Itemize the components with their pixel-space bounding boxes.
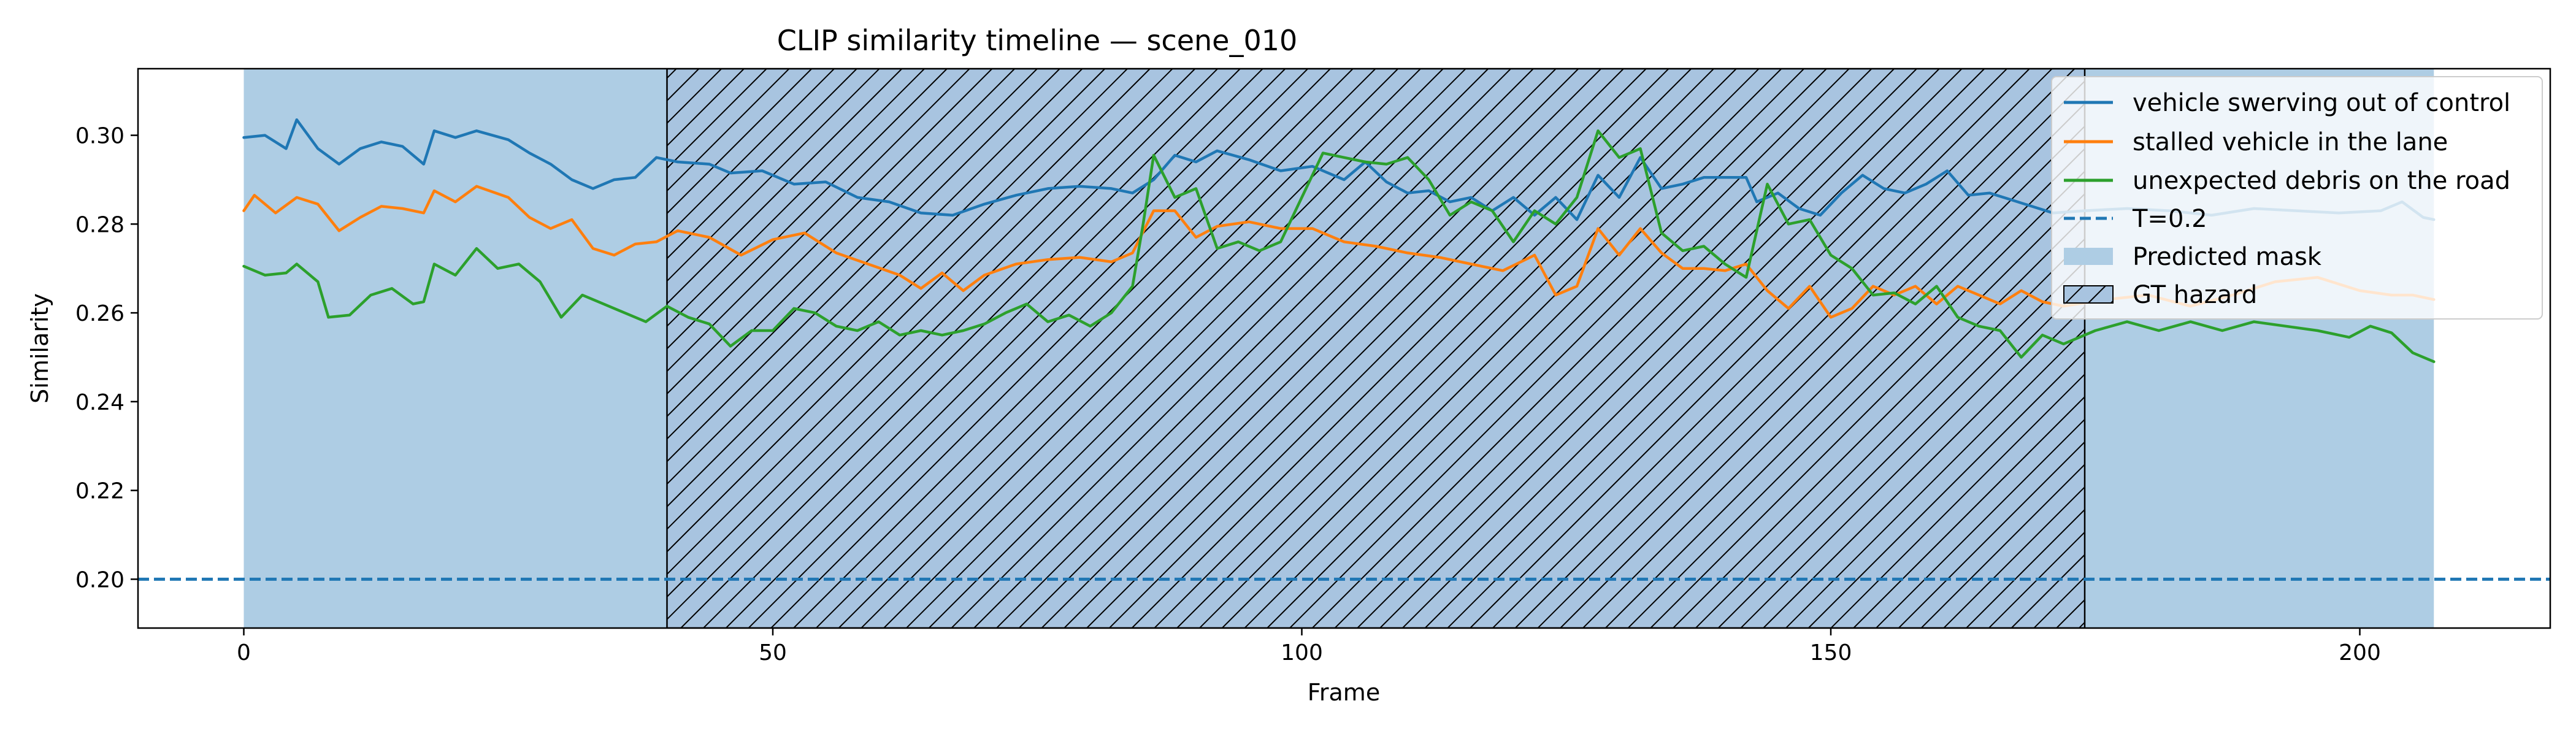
y-tick-label: 0.24	[75, 390, 125, 415]
x-tick-label: 0	[237, 640, 251, 665]
series-line-1	[242, 185, 2436, 319]
x-axis-title: Frame	[1308, 679, 1380, 706]
series-line-2	[242, 129, 2436, 363]
chart-title: CLIP similarity timeline — scene_010	[777, 24, 1298, 57]
legend-swatch-predicted-mask	[2064, 248, 2113, 265]
y-tick-label: 0.20	[75, 567, 125, 592]
gt-hazard-hatch	[666, 69, 2086, 628]
y-tick-label: 0.26	[75, 301, 125, 326]
y-axis-title: Similarity	[26, 293, 53, 404]
legend-box	[2051, 76, 2543, 320]
legend-swatch-gt-hazard-hatch	[2063, 285, 2114, 304]
legend-label-series-2: unexpected debris on the road	[2133, 167, 2510, 195]
legend-label-series-0: vehicle swerving out of control	[2133, 89, 2510, 117]
plot-frame	[137, 67, 2551, 629]
x-tick-label: 200	[2339, 640, 2381, 665]
series-line-0	[242, 118, 2436, 221]
x-tick-label: 100	[1281, 640, 1323, 665]
y-tick-label: 0.30	[75, 124, 125, 149]
legend-label-gt-hazard: GT hazard	[2133, 281, 2257, 309]
legend-label-threshold: T=0.2	[2132, 205, 2207, 233]
legend: vehicle swerving out of control stalled …	[2051, 76, 2543, 320]
y-tick-label: 0.22	[75, 479, 125, 504]
x-tick-label: 50	[759, 640, 787, 665]
y-tick-label: 0.28	[75, 212, 125, 237]
legend-label-series-1: stalled vehicle in the lane	[2133, 128, 2448, 156]
axes: 0 50 100 150 200 0.20 0.22 0.24 0.26 0.28 0.30	[75, 124, 2381, 665]
legend-label-predicted-mask: Predicted mask	[2133, 243, 2322, 271]
x-tick-label: 150	[1810, 640, 1852, 665]
